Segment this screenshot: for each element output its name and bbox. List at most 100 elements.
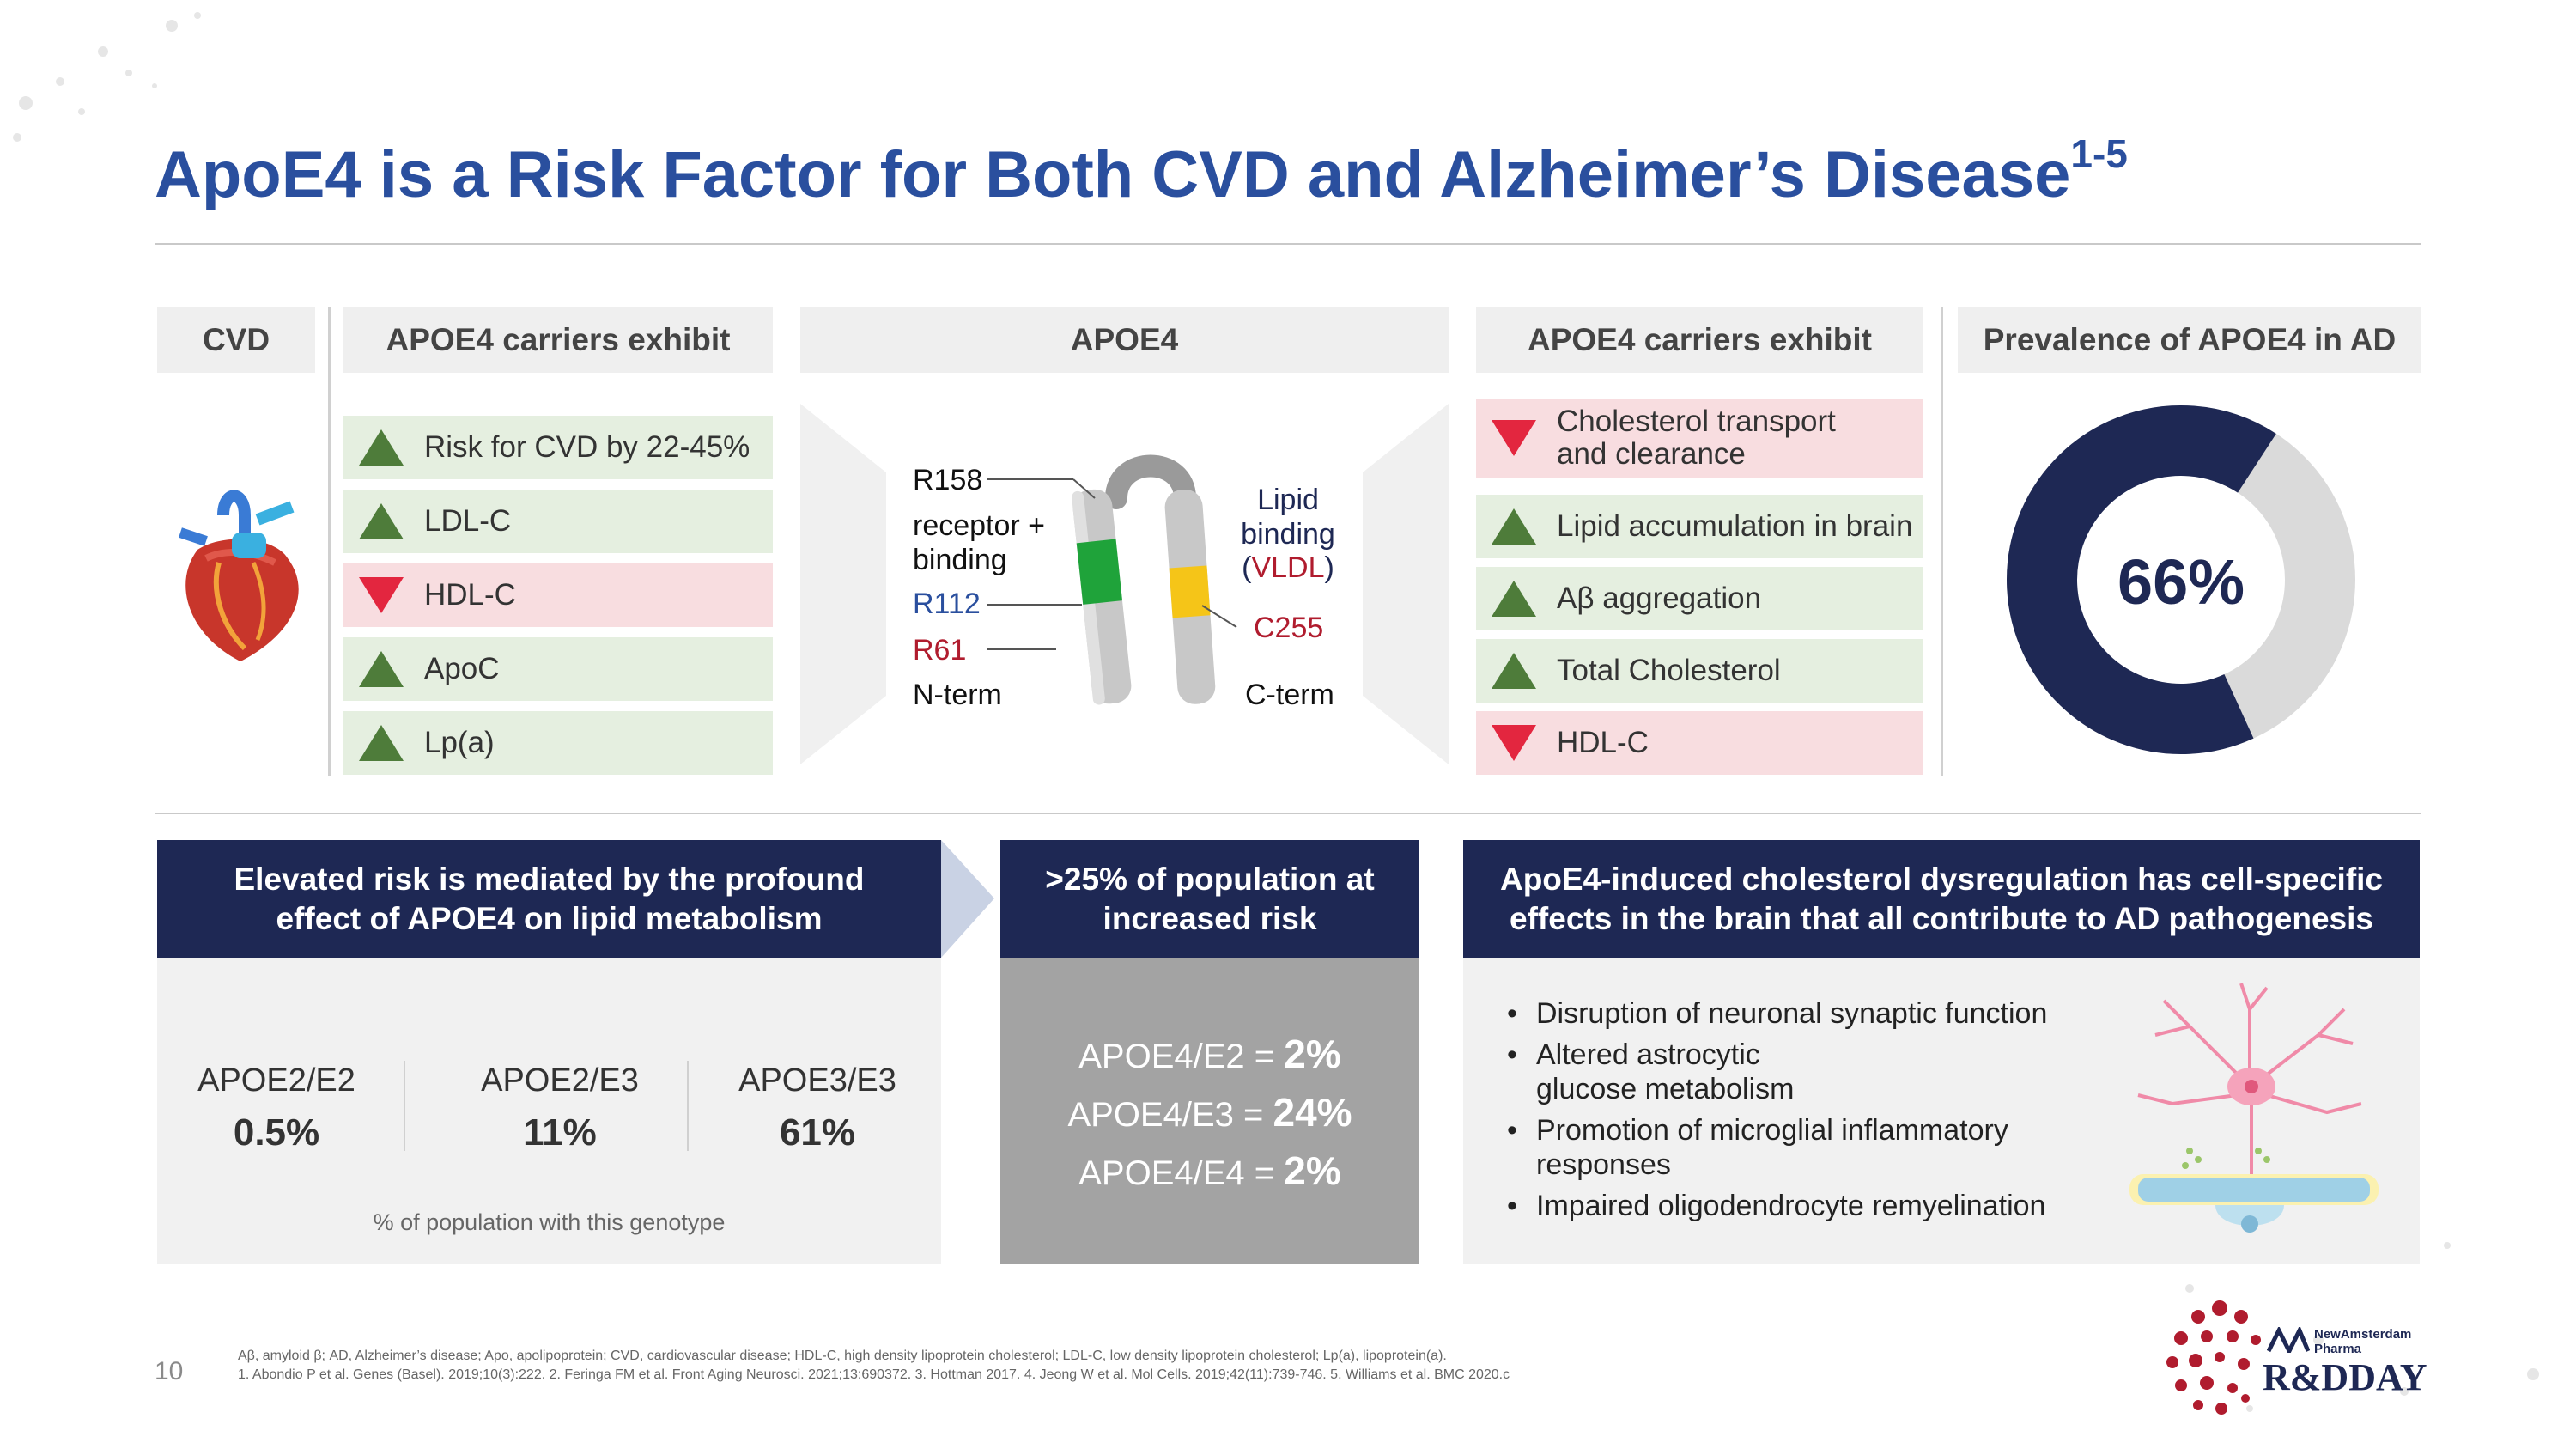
cvd-row-label: Risk for CVD by 22-45% (424, 430, 750, 464)
risk-label: APOE4/E3 = (1067, 1096, 1264, 1134)
down-arrow-icon (359, 577, 404, 613)
genotype-value: 0.5% (233, 1111, 320, 1154)
down-arrow-icon (1492, 725, 1536, 761)
title-superscript: 1-5 (2070, 131, 2128, 176)
label-lipid-binding: Lipid binding (1241, 484, 1335, 551)
genotype-value: 61% (779, 1111, 856, 1154)
cvd-row-label: ApoC (424, 652, 500, 685)
panel1-header-text: Elevated risk is mediated by the profoun… (234, 861, 865, 936)
heart-icon (179, 490, 299, 661)
genotype-e3e3: APOE3/E3 61% (689, 1062, 946, 1154)
label-r61: R61 (913, 634, 967, 667)
brain-row-total-cholesterol: Total Cholesterol (1476, 639, 1923, 703)
cvd-row-label: HDL-C (424, 578, 516, 612)
genotype-note: % of population with this genotype (373, 1209, 726, 1235)
section-divider (155, 813, 2421, 814)
page-title: ApoE4 is a Risk Factor for Both CVD and … (155, 131, 2128, 212)
cvd-row-lpa: Lp(a) (343, 711, 773, 775)
cvd-row-label: LDL-C (424, 504, 512, 538)
panel3-header: ApoE4-induced cholesterol dysregulation … (1463, 840, 2420, 958)
risk-row: APOE4/E3 = 24% (1000, 1089, 1419, 1135)
genotype-e2e3: APOE2/E3 11% (431, 1062, 689, 1154)
genotype-label: APOE3/E3 (738, 1062, 896, 1099)
title-text: ApoE4 is a Risk Factor for Both CVD and … (155, 138, 2071, 211)
panel2-header-text: >25% of population at increased risk (1045, 861, 1375, 936)
apoe4-diagram-backdrop (800, 404, 1449, 764)
apoe4-protein-illustration (987, 454, 1237, 705)
brain-row-label: Lipid accumulation in brain (1557, 508, 1913, 543)
cvd-row-label: Lp(a) (424, 726, 495, 759)
brain-row-label: Aβ aggregation (1557, 581, 1762, 615)
footer-abbreviations: Aβ, amyloid β; AD, Alzheimer’s disease; … (238, 1349, 1447, 1363)
bullet-item: Promotion of microglial inflammatory res… (1507, 1113, 2051, 1182)
brain-row-cholesterol-transport: Cholesterol transport and clearance (1476, 399, 1923, 478)
up-arrow-icon (1492, 581, 1536, 617)
prevalence-donut (2007, 405, 2355, 754)
cvd-row-ldl: LDL-C (343, 490, 773, 553)
header-carriers-left: APOE4 carriers exhibit (343, 307, 773, 373)
up-arrow-icon (1492, 508, 1536, 545)
panel2-header: >25% of population at increased risk (1000, 840, 1419, 958)
cvd-row-hdl: HDL-C (343, 563, 773, 627)
brain-row-hdl: HDL-C (1476, 711, 1923, 775)
logo-event-name: R&DDAY (2263, 1356, 2427, 1398)
bullet-item: Impaired oligodendrocyte remyelination (1507, 1189, 2091, 1223)
genotype-label: APOE2/E3 (481, 1062, 639, 1099)
header-cvd: CVD (157, 307, 315, 373)
header-prevalence: Prevalence of APOE4 in AD (1958, 307, 2421, 373)
prevalence-value: 66% (2117, 546, 2245, 618)
cvd-row-apoc: ApoC (343, 637, 773, 701)
brain-row-label: Total Cholesterol (1557, 653, 1781, 687)
risk-label: APOE4/E4 = (1078, 1154, 1275, 1192)
label-receptor-binding: receptor + binding (913, 509, 1046, 576)
up-arrow-icon (359, 725, 404, 761)
label-c255: C255 (1254, 612, 1324, 644)
neuron-illustration (2129, 983, 2379, 1233)
label-cterm: C-term (1245, 679, 1334, 711)
genotype-label: APOE2/E2 (197, 1062, 355, 1099)
up-arrow-icon (1492, 653, 1536, 689)
risk-value: 24% (1273, 1090, 1352, 1135)
cvd-row-risk: Risk for CVD by 22-45% (343, 416, 773, 479)
header-carriers-right: APOE4 carriers exhibit (1476, 307, 1923, 373)
brain-row-abeta: Aβ aggregation (1476, 567, 1923, 630)
genotype-e2e2: APOE2/E2 0.5% (148, 1062, 405, 1154)
panel3-bullet-list: Disruption of neuronal synaptic function… (1507, 996, 2091, 1230)
logo-company-name: NewAmsterdam Pharma (2314, 1327, 2412, 1356)
panel2-body (1000, 958, 1419, 1264)
header-apoe4: APOE4 (800, 307, 1449, 373)
label-r112: R112 (913, 588, 981, 620)
divider-left (328, 307, 331, 776)
panel1-body (157, 958, 941, 1264)
logo-dots-icon (2166, 1300, 2261, 1415)
vldl-text: VLDL (1251, 551, 1325, 584)
label-r158: R158 (913, 464, 983, 496)
risk-row: APOE4/E2 = 2% (1000, 1031, 1419, 1077)
panel2-rows: APOE4/E2 = 2% APOE4/E3 = 24% APOE4/E4 = … (1000, 1031, 1419, 1194)
genotype-divider (404, 1061, 405, 1151)
label-vldl: (VLDL) (1242, 551, 1334, 584)
panel3-header-text: ApoE4-induced cholesterol dysregulation … (1499, 861, 2384, 936)
brain-row-lipid-accumulation: Lipid accumulation in brain (1476, 495, 1923, 558)
donut-arc-apoe4 (2007, 405, 2355, 754)
risk-label: APOE4/E2 = (1078, 1038, 1275, 1075)
genotype-divider (687, 1061, 689, 1151)
page-number: 10 (155, 1357, 184, 1385)
bullet-item: Disruption of neuronal synaptic function (1507, 996, 2091, 1031)
panel1-header: Elevated risk is mediated by the profoun… (157, 840, 941, 958)
title-divider (155, 243, 2421, 245)
risk-value: 2% (1284, 1148, 1341, 1193)
brain-row-label: Cholesterol transport and clearance (1557, 404, 1836, 471)
chevron-right-icon (941, 840, 994, 958)
risk-value: 2% (1284, 1032, 1341, 1076)
bullet-item: Altered astrocytic glucose metabolism (1507, 1038, 1828, 1106)
newamsterdam-mark-icon (2267, 1327, 2310, 1353)
down-arrow-icon (1492, 420, 1536, 456)
label-nterm: N-term (913, 679, 1002, 711)
brain-row-label: HDL-C (1557, 725, 1649, 759)
up-arrow-icon (359, 503, 404, 539)
risk-row: APOE4/E4 = 2% (1000, 1148, 1419, 1194)
footer-references: 1. Abondio P et al. Genes (Basel). 2019;… (238, 1367, 1510, 1382)
up-arrow-icon (359, 429, 404, 466)
